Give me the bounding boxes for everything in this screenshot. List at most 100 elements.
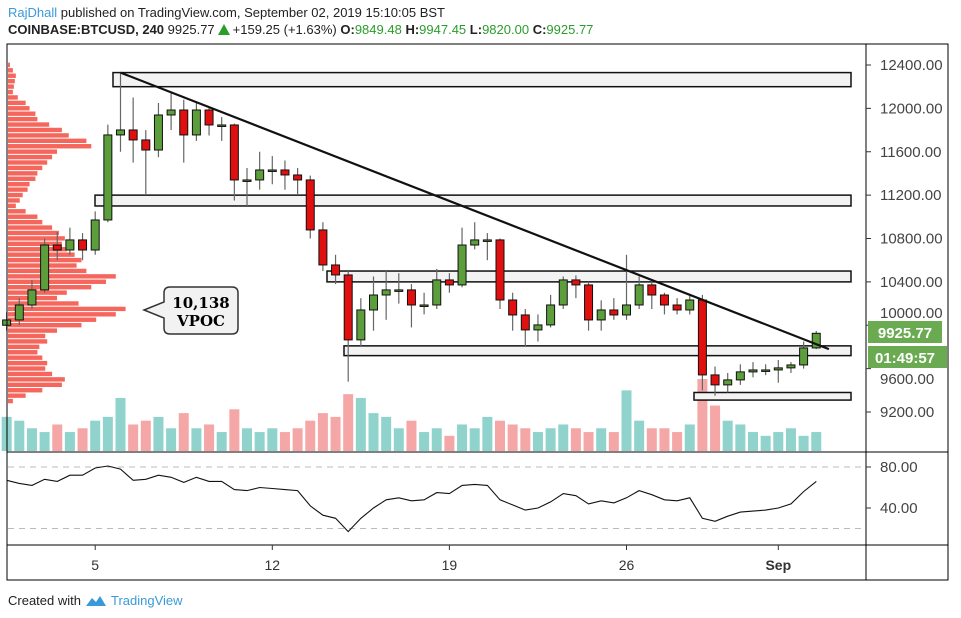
volume-profile-bar	[8, 285, 92, 290]
time-axis[interactable]: 5 12 19 26 Sep	[91, 545, 791, 573]
volume-profile-bar	[8, 95, 18, 100]
tradingview-link[interactable]: TradingView	[110, 593, 183, 608]
created-with-text: Created with	[8, 593, 81, 608]
volume-profile-bar	[8, 333, 46, 339]
candle-body	[622, 304, 631, 316]
trendline[interactable]	[120, 71, 830, 351]
candle-body	[40, 244, 50, 291]
volume-bar	[279, 432, 290, 451]
volume-profile-bar	[8, 73, 16, 78]
volume-profile-bar	[8, 312, 116, 317]
volume-profile-bar	[8, 68, 13, 73]
volume-profile-bar	[8, 317, 97, 322]
candle-body	[331, 264, 341, 276]
volume-bar	[343, 394, 354, 451]
chart-frame	[6, 43, 949, 581]
volume-bar	[292, 428, 303, 451]
open-value: 9849.48	[354, 22, 402, 37]
rsi-tick-label: 80.00	[880, 459, 918, 476]
candle-body	[27, 289, 37, 306]
volume-profile-bar	[8, 388, 43, 393]
volume-profile-bar	[8, 366, 46, 371]
candle-body	[647, 284, 657, 296]
candle-body	[596, 309, 606, 321]
volume-bar	[558, 424, 569, 451]
volume-profile-bar	[8, 154, 53, 160]
volume-bar	[368, 413, 379, 451]
volume-bar	[760, 435, 771, 451]
candle-body	[318, 229, 328, 266]
time-tick-label: 26	[619, 557, 635, 573]
volume-profile-bar	[8, 393, 26, 398]
volume-profile-bar	[8, 274, 116, 279]
volume-profile-bar	[8, 144, 92, 149]
trendline-line	[120, 71, 830, 351]
candle-body	[90, 219, 100, 251]
volume-bar	[735, 424, 746, 451]
candle-body	[229, 124, 239, 181]
volume-bar	[406, 420, 417, 451]
candle-body	[571, 279, 581, 286]
candle-body	[242, 179, 252, 182]
volume-profile	[8, 62, 126, 404]
volume-profile-bar	[8, 339, 48, 344]
last-price: 9925.77	[167, 22, 215, 37]
volume-bar	[52, 424, 63, 451]
volume-profile-bar	[8, 149, 57, 154]
candle-body	[533, 324, 543, 331]
volume-bar	[457, 424, 468, 451]
volume-bar	[773, 432, 784, 451]
close-value: 9925.77	[546, 22, 594, 37]
candle-body	[558, 279, 568, 306]
volume-profile-bar	[8, 165, 43, 171]
candle-body	[217, 124, 227, 127]
volume-profile-bar	[8, 111, 36, 116]
volume-profile-bar	[8, 355, 43, 360]
volume-profile-bar	[8, 78, 15, 84]
up-triangle-icon	[217, 24, 230, 35]
volume-profile-bar	[8, 219, 43, 225]
volume-bar	[722, 420, 733, 451]
candle-body	[482, 239, 492, 242]
volume-profile-bar	[8, 371, 53, 377]
candle-body	[697, 299, 707, 376]
candle-body	[343, 274, 353, 341]
candle-body	[546, 304, 556, 326]
volume-bar	[444, 435, 455, 451]
candle-body	[761, 369, 771, 372]
zone-rectangle	[343, 345, 852, 357]
price-axis[interactable]: 12400.00 12000.00 11600.00 11200.00 10800.00…	[866, 57, 943, 421]
volume-bar	[14, 420, 25, 451]
vpoc-value: 10,138	[172, 294, 229, 312]
volume-bar	[520, 428, 531, 451]
candle-body	[432, 279, 442, 306]
volume-bar	[495, 420, 505, 451]
volume-bar	[216, 432, 227, 451]
candle-body	[799, 347, 809, 366]
volume-bar	[596, 428, 607, 451]
candle-body	[356, 309, 366, 341]
candle-body	[457, 244, 467, 286]
candle-body	[659, 294, 669, 306]
candle-body	[685, 299, 695, 311]
volume-bar	[684, 424, 695, 451]
candle-body	[419, 304, 429, 307]
countdown-badge-text: 01:49:57	[875, 350, 935, 367]
close-label: C:	[532, 22, 547, 37]
candle-body	[14, 304, 24, 321]
price-change: +159.25 (+1.63%)	[232, 22, 337, 37]
candle-body	[116, 129, 125, 136]
author-link[interactable]: RajDhall	[8, 5, 58, 20]
volume-profile-bar	[8, 176, 36, 181]
candle-body	[65, 239, 75, 251]
volume-profile-bar	[8, 106, 30, 111]
volume-profile-bar	[8, 382, 62, 387]
volume-profile-bar	[8, 209, 26, 214]
support-resistance-zones[interactable]	[94, 71, 852, 401]
volume-bar	[178, 413, 189, 451]
price-tick-label: 10400.00	[880, 274, 943, 291]
volume-bar	[811, 432, 822, 451]
candle-body	[369, 294, 378, 311]
vpoc-callout[interactable]: 10,138 VPOC	[141, 286, 239, 335]
